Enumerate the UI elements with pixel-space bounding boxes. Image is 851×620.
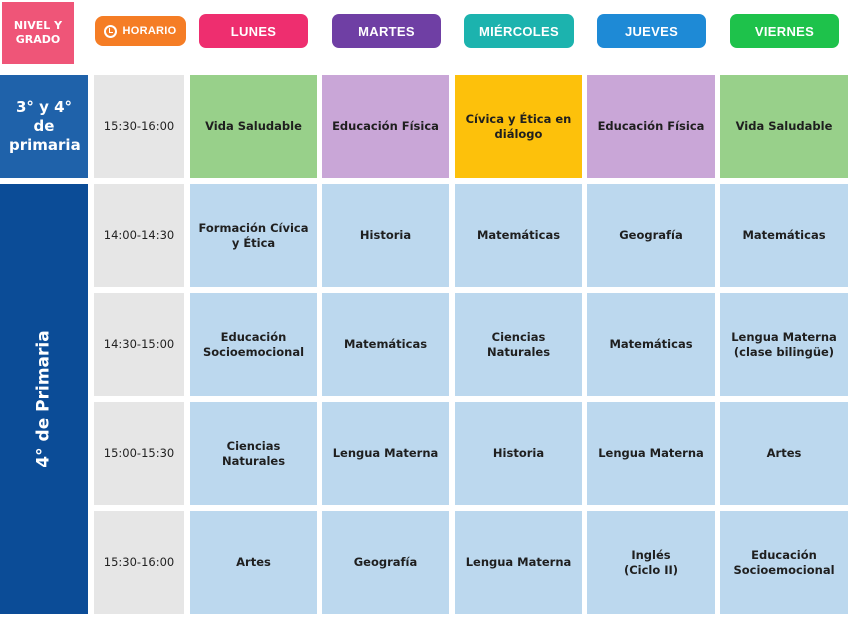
day-header-jueves: JUEVES	[597, 14, 706, 48]
time-cell: 14:00-14:30	[94, 184, 184, 287]
day-label: JUEVES	[624, 23, 679, 39]
subject-cell: Matemáticas	[455, 184, 582, 287]
subject-cell: Lengua Materna	[322, 402, 449, 505]
subject-cell: Ciencias Naturales	[455, 293, 582, 396]
day-header-martes: MARTES	[332, 14, 441, 48]
clock-icon	[104, 24, 118, 38]
subject-cell: Educación Socioemocional	[190, 293, 317, 396]
day-label: MIÉRCOLES	[479, 23, 559, 39]
subject-cell: Historia	[455, 402, 582, 505]
subject-cell: Artes	[720, 402, 848, 505]
grade-label-3-4: 3° y 4° de primaria	[0, 75, 88, 178]
horario-header: HORARIO	[95, 16, 186, 46]
subject-cell: Inglés (Ciclo II)	[587, 511, 715, 614]
time-cell: 15:30-16:00	[94, 511, 184, 614]
grade-text: 4° de Primaria	[34, 330, 54, 468]
subject-cell: Ciencias Naturales	[190, 402, 317, 505]
time-cell: 15:00-15:30	[94, 402, 184, 505]
subject-cell: Geografía	[322, 511, 449, 614]
subject-cell: Matemáticas	[322, 293, 449, 396]
time-cell: 15:30-16:00	[94, 75, 184, 178]
subject-cell: Educación Física	[322, 75, 449, 178]
day-label: MARTES	[358, 23, 415, 39]
day-header-miercoles: MIÉRCOLES	[464, 14, 574, 48]
subject-cell: Educación Socioemocional	[720, 511, 848, 614]
nivel-grado-label: NIVEL Y GRADO	[13, 19, 63, 46]
day-label: VIERNES	[754, 23, 815, 39]
grade-text: 3° y 4° de primaria	[9, 98, 81, 154]
day-label: LUNES	[230, 23, 277, 39]
subject-cell: Formación Cívica y Ética	[190, 184, 317, 287]
day-header-viernes: VIERNES	[730, 14, 839, 48]
subject-cell: Educación Física	[587, 75, 715, 178]
subject-cell: Geografía	[587, 184, 715, 287]
nivel-grado-header: NIVEL Y GRADO	[2, 2, 74, 64]
horario-label: HORARIO	[122, 25, 177, 37]
subject-cell: Artes	[190, 511, 317, 614]
time-cell: 14:30-15:00	[94, 293, 184, 396]
day-header-lunes: LUNES	[199, 14, 308, 48]
subject-cell: Historia	[322, 184, 449, 287]
subject-cell: Cívica y Ética en diálogo	[455, 75, 582, 178]
subject-cell: Lengua Materna	[587, 402, 715, 505]
subject-cell: Matemáticas	[587, 293, 715, 396]
subject-cell: Vida Saludable	[190, 75, 317, 178]
subject-cell: Lengua Materna (clase bilingüe)	[720, 293, 848, 396]
subject-cell: Lengua Materna	[455, 511, 582, 614]
subject-cell: Vida Saludable	[720, 75, 848, 178]
grade-label-4: 4° de Primaria	[0, 184, 88, 614]
subject-cell: Matemáticas	[720, 184, 848, 287]
